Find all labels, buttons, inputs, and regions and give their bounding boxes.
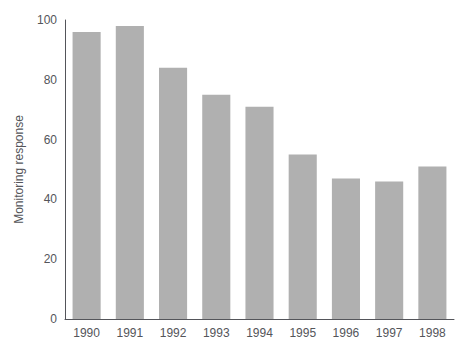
svg-text:0: 0 (50, 312, 57, 326)
svg-text:1994: 1994 (246, 326, 273, 340)
svg-text:40: 40 (44, 192, 58, 206)
svg-text:1990: 1990 (73, 326, 100, 340)
svg-text:1998: 1998 (419, 326, 446, 340)
svg-text:100: 100 (37, 13, 57, 27)
svg-text:1991: 1991 (116, 326, 143, 340)
svg-text:1992: 1992 (160, 326, 187, 340)
svg-text:80: 80 (44, 73, 58, 87)
svg-text:1995: 1995 (289, 326, 316, 340)
svg-text:Monitoring response: Monitoring response (12, 115, 26, 224)
svg-text:1997: 1997 (376, 326, 403, 340)
svg-text:1996: 1996 (333, 326, 360, 340)
svg-text:20: 20 (44, 252, 58, 266)
svg-text:60: 60 (44, 133, 58, 147)
svg-text:1993: 1993 (203, 326, 230, 340)
